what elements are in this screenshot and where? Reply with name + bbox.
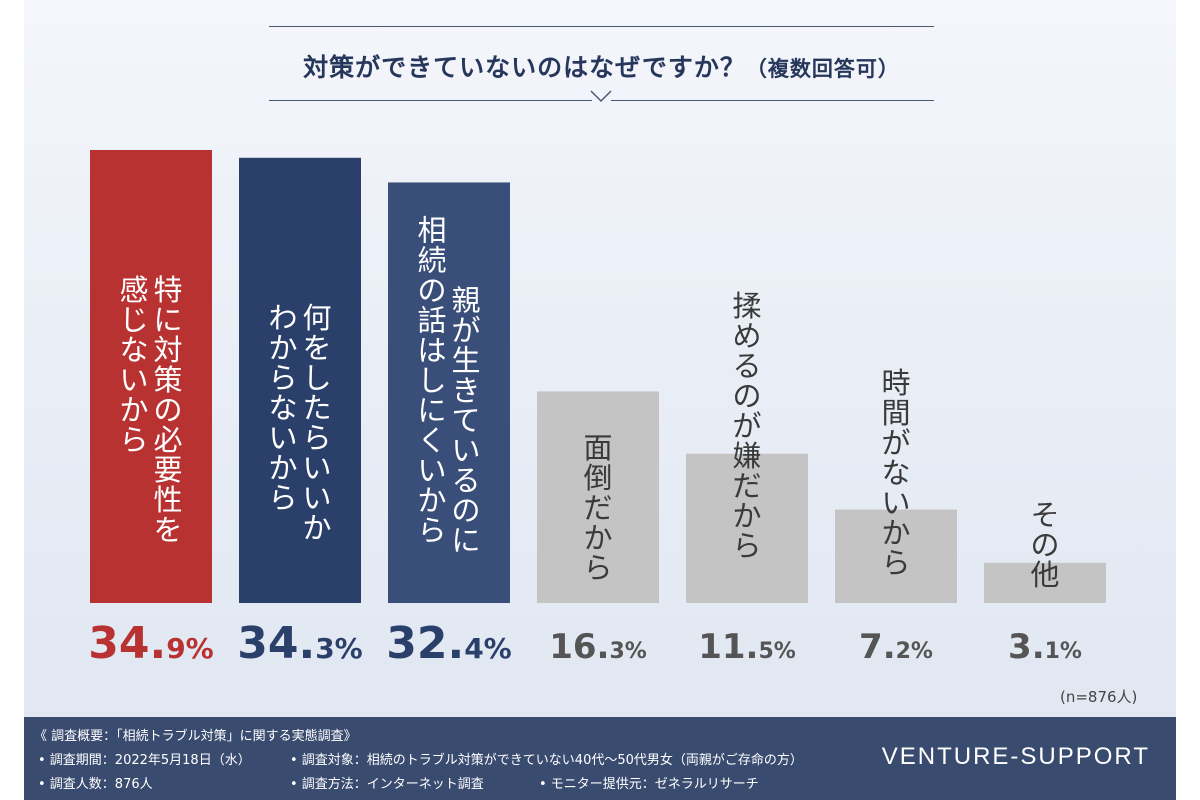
chart-title-text: 対策ができていないのはなぜですか？	[303, 53, 746, 82]
chart-subtitle: （複数回答可）	[745, 57, 900, 81]
survey-target: • 調査対象：相続のトラブル対策ができていない40代～50代男女（両親がご存命の…	[290, 753, 803, 768]
bar-1	[90, 150, 212, 603]
bar-4-label-col-1: 面倒だから	[583, 431, 612, 585]
survey-summary-heading: 《 調査概要：「相続トラブル対策」に関する実態調査》	[34, 729, 357, 744]
bar-2-value-label: 34.3%	[237, 618, 363, 669]
bar-3-label-col-1: 親が生きているのに	[451, 283, 480, 557]
bar-1-label-col-2: 感じないから	[119, 273, 148, 457]
title-bottom-rule-left	[269, 100, 592, 101]
bar-3	[388, 182, 510, 603]
survey-count: • 調査人数：876人	[38, 777, 153, 792]
bar-5-label-col-1: 揉めるのが嫌だから	[732, 289, 761, 563]
chart-panel: 対策ができていないのはなぜですか？（複数回答可） 特に対策の必要性を 感じないから…	[24, 0, 1176, 800]
bar-1-label-col-1: 特に対策の必要性を	[153, 273, 182, 547]
survey-method: • 調査方法：インターネット調査	[290, 777, 484, 792]
survey-footer: 《 調査概要：「相続トラブル対策」に関する実態調査》 • 調査期間：2022年5…	[24, 717, 1176, 800]
title-top-rule	[269, 26, 934, 27]
bar-2-label-col-1: 何をしたらいいか	[302, 301, 331, 545]
bar-4	[537, 391, 659, 603]
bar-1-value-label: 34.9%	[88, 618, 214, 669]
bar-7-value-label: 3.1%	[1008, 627, 1082, 667]
title-box: 対策ができていないのはなぜですか？（複数回答可）	[269, 26, 934, 104]
bar-4-value-label: 16.3%	[549, 627, 647, 667]
bar-2-label-col-2: わからないから	[268, 301, 297, 515]
chevron-down-icon	[590, 90, 612, 103]
bar-3-value-label: 32.4%	[386, 618, 512, 669]
bar-6-label-col-1: 時間がないから	[881, 366, 910, 580]
bar-7-label-col-1: その他	[1030, 498, 1059, 592]
bar-5-value-label: 11.5%	[698, 627, 796, 667]
sample-size-note: (n=876人)	[1060, 688, 1138, 706]
bar-3-label-col-2: 相続の話はしにくいから	[417, 213, 446, 547]
bar-2	[239, 157, 361, 603]
chart-title: 対策ができていないのはなぜですか？（複数回答可）	[269, 48, 934, 84]
bar-5	[686, 453, 808, 603]
bar-6-value-label: 7.2%	[859, 627, 933, 667]
bar-7	[984, 562, 1106, 603]
title-bottom-rule-right	[611, 100, 934, 101]
brand-logo-text: VENTURE-SUPPORT	[881, 743, 1150, 770]
survey-period: • 調査期間：2022年5月18日（水）	[38, 753, 251, 768]
survey-provider: • モニター提供元：ゼネラルリサーチ	[539, 777, 759, 792]
bar-6	[835, 509, 957, 603]
